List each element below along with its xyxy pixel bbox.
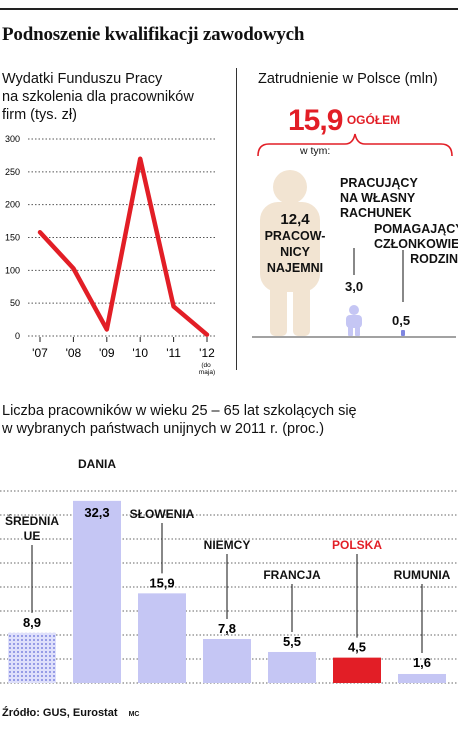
line-ytick-label: 300 (5, 134, 20, 144)
bar-value-label: 5,5 (283, 634, 301, 649)
bar-value-label: 4,5 (348, 640, 366, 655)
family-line-1: POMAGAJĄCY (374, 222, 458, 236)
self-employed-label: PRACUJĄCY NA WŁASNY RACHUNEK (340, 176, 418, 221)
line-ytick-label: 0 (15, 331, 20, 341)
total-employment: 15,9 OGÓŁEM (288, 104, 400, 138)
w-tym-label: w tym: (300, 145, 331, 157)
line-ytick-label: 250 (5, 167, 20, 177)
line-xtick-label: '11 (166, 346, 181, 360)
source-text: Źródło: GUS, Eurostat (2, 707, 118, 719)
person-icon-small (401, 330, 405, 336)
line-xtick-note: (do maja) (199, 362, 215, 376)
line-xtick-label: '12 (199, 346, 215, 360)
family-value: 0,5 (392, 313, 411, 328)
bar-5 (333, 657, 381, 683)
line-ytick-label: 150 (5, 233, 20, 243)
total-value: 15,9 (288, 104, 343, 137)
bar-value-label: 7,8 (218, 621, 236, 636)
bar-chart: 8,9 32,3 15,9 7,8 5,5 4,5 1,6 ŚREDNIA UE DANIA SŁ… (0, 457, 458, 684)
line-ytick-label: 200 (5, 200, 20, 210)
family-line-2: CZŁONKOWIE (374, 237, 458, 251)
family-label: POMAGAJĄCY CZŁONKOWIE RODZIN (374, 222, 458, 267)
line-xtick-label: '09 (99, 346, 115, 360)
left-chart-heading: Wydatki Funduszu Pracy na szkolenia dla … (2, 70, 194, 124)
line-series-wydatki (37, 156, 210, 337)
bar-category-label: ŚREDNIA UE (5, 513, 59, 543)
person-icon-large (260, 170, 320, 336)
bar-2 (138, 593, 186, 683)
page-title: Podnoszenie kwalifikacji zawodowych (2, 24, 305, 45)
employees-value: 12,4 (280, 211, 310, 228)
line-chart: 0 50 100 150 200 250 300 '07 '08 '09 '10 '11 '12 (do… (5, 134, 215, 376)
bar-heading-line-1: Liczba pracowników w wieku 25 – 65 lat s… (2, 403, 357, 419)
line-ytick-label: 50 (10, 298, 20, 308)
bar-value-label: 32,3 (84, 505, 109, 520)
bar-value-label: 1,6 (413, 655, 431, 670)
employees-label: 12,4 PRACOW- NICY NAJEMNI (255, 212, 335, 276)
source-note: Źródło: GUS, Eurostat MC (2, 707, 139, 719)
employees-line-2: NICY (280, 245, 310, 259)
bar-category-label: POLSKA (332, 538, 382, 552)
employees-line-1: PRACOW- (264, 229, 326, 243)
left-heading-line-3: firm (tys. zł) (2, 107, 77, 123)
right-panel-heading: Zatrudnienie w Polsce (mln) (258, 71, 438, 87)
bar-value-label: 8,9 (23, 615, 41, 630)
family-line-3: RODZIN (410, 252, 458, 266)
total-bracket (257, 133, 453, 157)
line-xtick-label: '10 (132, 346, 148, 360)
employees-line-3: NAJEMNI (266, 261, 324, 275)
bar-1 (73, 500, 121, 683)
self-employed-value: 3,0 (345, 279, 364, 294)
bar-value-label: 15,9 (149, 575, 174, 590)
bar-chart-heading: Liczba pracowników w wieku 25 – 65 lat s… (2, 402, 357, 438)
self-employed-line-1: PRACUJĄCY (340, 176, 418, 190)
bar-4 (268, 651, 316, 683)
line-ytick-label: 100 (5, 265, 20, 275)
bar-heading-line-2: w wybranych państwach unijnych w 2011 r.… (2, 421, 325, 437)
bar-0 (8, 632, 56, 683)
top-rule (0, 8, 458, 10)
left-heading-line-2: na szkolenia dla pracowników (2, 89, 194, 105)
bar-6 (398, 673, 446, 683)
total-label: OGÓŁEM (346, 113, 401, 127)
self-employed-line-3: RACHUNEK (340, 206, 412, 220)
bar-category-label: FRANCJA (263, 568, 321, 582)
bar-3 (203, 639, 251, 683)
panel-divider (236, 68, 237, 370)
line-xtick-label: '07 (32, 346, 48, 360)
self-employed-line-2: NA WŁASNY (340, 191, 416, 205)
bar-category-label: NIEMCY (204, 538, 251, 552)
bar-category-label: DANIA (78, 457, 116, 471)
left-heading-line-1: Wydatki Funduszu Pracy (2, 71, 163, 87)
person-icon-medium (346, 305, 362, 336)
person-figures (252, 170, 456, 338)
line-xtick-label: '08 (66, 346, 82, 360)
credit-text: MC (128, 711, 140, 718)
bar-category-label: SŁOWENIA (130, 507, 195, 521)
bar-category-label: RUMUNIA (394, 568, 451, 582)
